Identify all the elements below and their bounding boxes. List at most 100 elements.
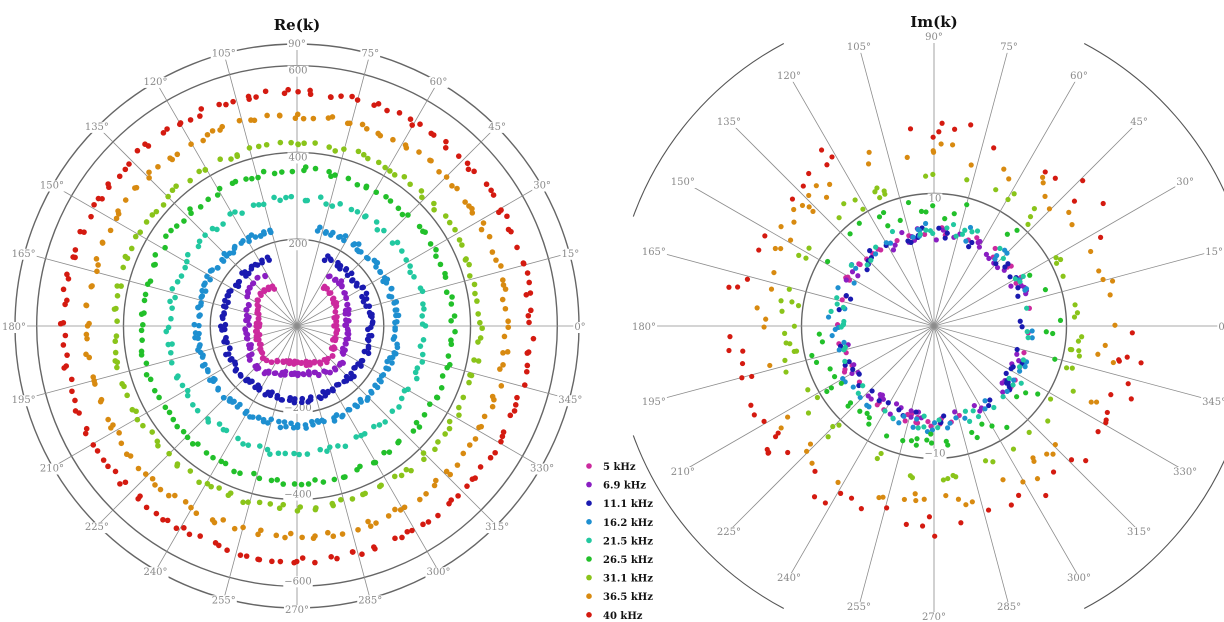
- radial-label-bg: [283, 576, 313, 588]
- data-point: [778, 224, 784, 230]
- data-point: [466, 203, 472, 209]
- data-point: [307, 394, 314, 400]
- data-point: [257, 290, 264, 297]
- data-point: [1088, 399, 1094, 405]
- data-point: [909, 475, 916, 481]
- data-point: [146, 175, 152, 181]
- data-point: [338, 496, 344, 503]
- data-point: [475, 339, 481, 345]
- data-point: [258, 527, 264, 534]
- data-point: [254, 302, 261, 308]
- data-point: [925, 418, 931, 425]
- data-point: [391, 473, 398, 480]
- angle-label-bg: [1126, 527, 1153, 539]
- data-point: [947, 420, 953, 426]
- data-point: [505, 226, 512, 233]
- angle-spoke: [789, 76, 935, 327]
- angle-tick-label: 0°: [574, 322, 585, 333]
- data-point: [188, 504, 194, 511]
- data-point: [373, 219, 380, 225]
- data-point: [924, 437, 930, 443]
- im-k-points: [726, 120, 1144, 539]
- legend-label: 40 kHz: [603, 611, 643, 622]
- data-point: [442, 431, 448, 437]
- data-point: [116, 173, 123, 180]
- data-point: [1047, 396, 1054, 402]
- data-point: [923, 209, 929, 215]
- data-point: [255, 531, 261, 538]
- angle-spoke: [933, 251, 1213, 327]
- data-point: [953, 474, 959, 480]
- data-point: [391, 334, 398, 340]
- data-point: [475, 311, 481, 317]
- data-point: [264, 420, 271, 426]
- data-point: [152, 252, 159, 258]
- data-point: [836, 307, 842, 313]
- data-point: [744, 276, 751, 282]
- data-point: [373, 259, 380, 266]
- data-point: [311, 358, 318, 365]
- angle-spoke: [655, 251, 935, 327]
- data-point: [958, 520, 964, 526]
- data-point: [990, 459, 996, 465]
- data-point: [259, 259, 265, 266]
- data-point: [288, 420, 294, 427]
- data-point: [295, 141, 301, 148]
- data-point: [329, 114, 336, 120]
- data-point: [384, 107, 390, 114]
- data-point: [472, 436, 479, 442]
- data-point: [325, 529, 331, 536]
- data-point: [472, 475, 478, 481]
- data-point: [843, 277, 849, 283]
- data-point: [277, 558, 284, 565]
- data-point: [409, 122, 416, 128]
- data-point: [294, 422, 301, 428]
- data-point: [1019, 324, 1025, 330]
- data-point: [834, 295, 840, 301]
- data-point: [117, 481, 123, 487]
- data-point: [312, 559, 318, 566]
- data-point: [1015, 285, 1021, 291]
- data-point: [787, 237, 794, 243]
- legend-label: 26.5 kHz: [603, 555, 653, 566]
- data-point: [806, 245, 812, 251]
- data-point: [789, 299, 795, 305]
- data-point: [77, 228, 83, 235]
- data-point: [841, 347, 847, 353]
- data-point: [977, 408, 983, 414]
- data-point: [514, 244, 520, 251]
- data-point: [57, 320, 64, 327]
- data-point: [218, 458, 225, 465]
- data-point: [220, 258, 227, 264]
- data-point: [1052, 442, 1058, 448]
- data-point: [332, 148, 339, 154]
- data-point: [874, 402, 880, 408]
- data-point: [803, 255, 809, 261]
- data-point: [962, 408, 969, 414]
- data-point: [1109, 278, 1116, 284]
- data-point: [237, 373, 244, 379]
- data-point: [498, 438, 504, 445]
- data-point: [217, 127, 223, 133]
- data-point: [829, 332, 835, 339]
- angle-label-bg: [640, 397, 667, 409]
- data-point: [243, 307, 249, 313]
- data-point: [190, 401, 196, 408]
- angle-spoke: [933, 47, 1009, 327]
- data-point: [165, 324, 172, 331]
- data-point: [204, 366, 211, 373]
- data-point: [381, 227, 387, 234]
- data-point: [245, 301, 252, 308]
- angle-spoke: [684, 325, 935, 471]
- data-point: [456, 237, 463, 243]
- data-point: [326, 444, 333, 450]
- data-point: [422, 323, 429, 329]
- data-point: [403, 466, 410, 473]
- data-point: [263, 141, 270, 148]
- data-point: [433, 477, 439, 484]
- series-11.1kHz: [217, 253, 376, 406]
- data-point: [149, 475, 156, 482]
- legend-marker: [586, 574, 592, 581]
- data-point: [838, 324, 844, 330]
- data-point: [831, 374, 838, 380]
